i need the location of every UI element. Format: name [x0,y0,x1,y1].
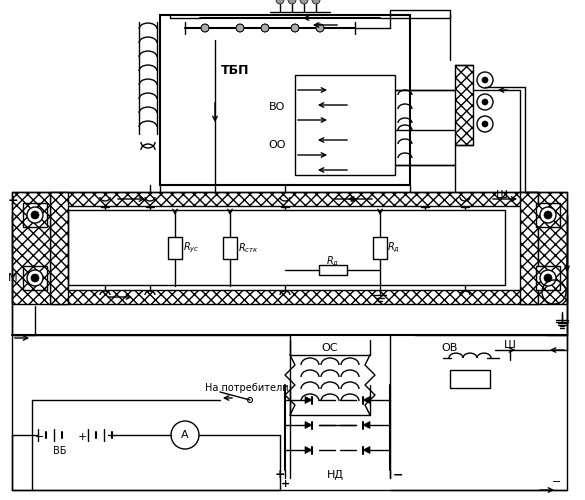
Bar [50,192,538,206]
Text: НД: НД [326,470,343,480]
Text: А: А [181,430,189,440]
Text: М: М [8,273,18,283]
Circle shape [312,0,320,4]
Bar [536,266,560,290]
Bar [520,192,538,304]
Circle shape [276,0,284,4]
Text: −: − [393,468,403,481]
Bar [455,65,473,145]
Bar [373,237,387,259]
Bar [50,290,538,304]
Circle shape [540,207,556,223]
Circle shape [482,121,488,127]
Text: +: + [77,432,87,442]
Bar [160,15,410,185]
Text: ВБ: ВБ [53,446,67,456]
Text: $R_д$: $R_д$ [326,255,339,269]
Text: ОС: ОС [322,343,338,353]
Circle shape [482,99,488,105]
Circle shape [300,0,308,4]
Text: ВО: ВО [269,102,285,112]
Bar [12,192,50,304]
Text: $R_{ус}$: $R_{ус}$ [183,241,199,255]
Circle shape [31,274,39,282]
Text: $R_{стк}$: $R_{стк}$ [238,241,258,255]
Polygon shape [305,422,312,428]
Bar [318,265,346,275]
Text: −: − [35,432,44,442]
Text: Ш: Ш [496,190,508,200]
Text: $R_д$: $R_д$ [387,241,401,255]
Text: На потребители: На потребители [205,383,288,393]
Bar [23,203,47,227]
Text: ОО: ОО [269,140,285,150]
Circle shape [544,274,552,282]
Circle shape [316,24,324,32]
Text: +: + [8,194,18,207]
Text: ОВ: ОВ [442,343,458,353]
Polygon shape [305,396,312,404]
Circle shape [482,77,488,83]
Polygon shape [305,446,312,454]
Bar [450,370,490,388]
Text: ТБП: ТБП [221,64,249,76]
Bar [536,203,560,227]
Bar [50,192,68,304]
Circle shape [540,270,556,286]
Bar [223,237,237,259]
Polygon shape [363,422,370,428]
Bar [295,75,395,175]
Text: +: + [275,468,285,481]
Text: −: − [552,477,562,487]
Circle shape [27,270,43,286]
Bar [168,237,182,259]
Circle shape [31,211,39,219]
Text: Ш: Ш [504,340,516,350]
Circle shape [291,24,299,32]
Circle shape [544,211,552,219]
Circle shape [288,0,296,4]
Polygon shape [363,446,370,454]
Bar [23,266,47,290]
Circle shape [236,24,244,32]
Text: +: + [280,479,290,489]
Circle shape [201,24,209,32]
Polygon shape [363,396,370,404]
Bar [538,192,567,304]
Circle shape [27,207,43,223]
Circle shape [261,24,269,32]
